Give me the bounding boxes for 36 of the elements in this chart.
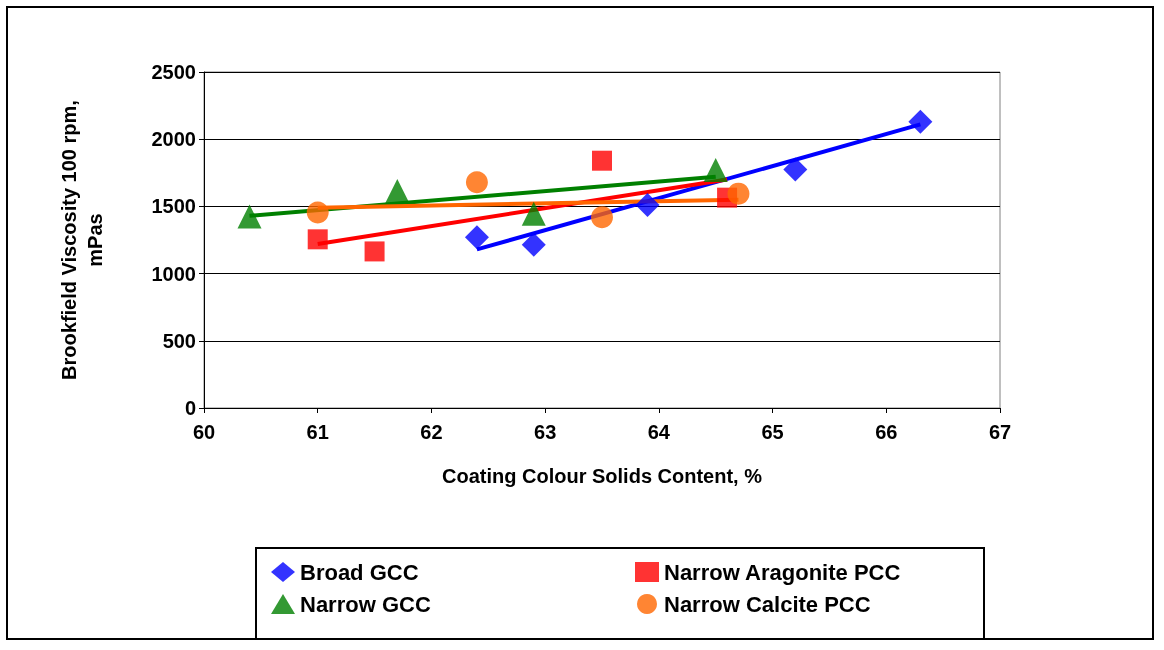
x-tick-label: 60 <box>192 421 216 443</box>
point <box>464 225 489 250</box>
point <box>783 157 808 182</box>
x-axis-title: Coating Colour Solids Content, % <box>442 465 763 487</box>
point <box>521 201 546 226</box>
y-tick-label: 1000 <box>151 262 196 285</box>
y-axis-title: Brookfield Viscosity 100 rpm, mPas <box>58 100 106 380</box>
y-tick-label: 2500 <box>151 61 196 83</box>
point <box>385 178 410 203</box>
point <box>703 158 728 183</box>
legend-label: Narrow Aragonite PCC <box>664 559 901 585</box>
point <box>306 201 329 224</box>
point <box>727 182 750 205</box>
point <box>592 150 612 171</box>
point <box>591 206 613 229</box>
y-tick-label: 1500 <box>151 195 196 218</box>
legend-label: Narrow GCC <box>300 591 431 617</box>
point <box>465 171 488 194</box>
point <box>307 229 328 250</box>
point <box>364 241 385 262</box>
x-tick-label: 67 <box>988 421 1012 443</box>
y-tick-label: 2000 <box>151 128 196 151</box>
legend-label: Broad GCC <box>300 559 419 585</box>
legend-label: Narrow Calcite PCC <box>664 591 871 617</box>
x-tick-label: 63 <box>534 421 557 443</box>
y-tick-label: 500 <box>162 329 196 352</box>
x-tick-label: 61 <box>306 421 329 443</box>
point <box>521 232 546 257</box>
y-tick-label: 0 <box>184 397 196 419</box>
x-tick-label: 62 <box>420 421 443 443</box>
x-tick-label: 66 <box>875 421 898 443</box>
point <box>635 193 660 218</box>
point <box>908 109 933 134</box>
x-tick-label: 65 <box>761 421 784 443</box>
x-tick-label: 64 <box>647 421 671 443</box>
point <box>237 204 262 229</box>
